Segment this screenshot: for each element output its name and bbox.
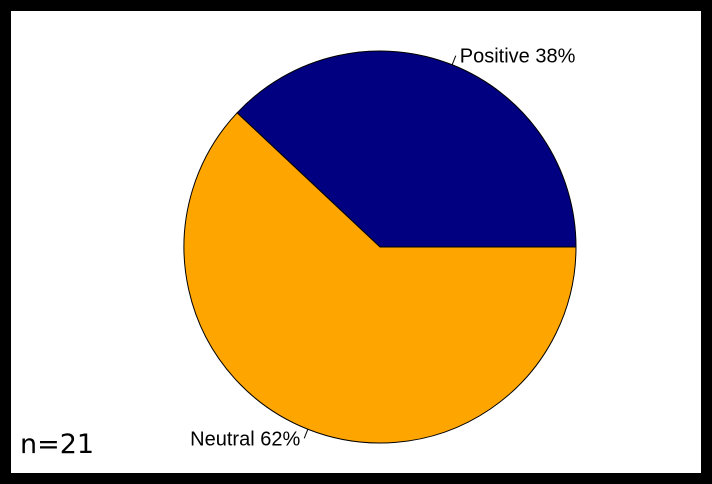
pie-slice-neutral	[183, 112, 577, 444]
pie-slice-positive	[236, 50, 577, 248]
pie-chart: Positive 38% Neutral 62%	[183, 46, 577, 450]
slice-label-neutral: Neutral 62%	[190, 428, 300, 450]
leader-line-neutral	[303, 429, 309, 439]
sample-size-annotation: n=21	[20, 429, 95, 460]
chart-canvas: Positive 38% Neutral 62% n=21	[11, 11, 701, 473]
slice-label-positive: Positive 38%	[460, 46, 576, 68]
leader-line-positive	[451, 55, 457, 65]
